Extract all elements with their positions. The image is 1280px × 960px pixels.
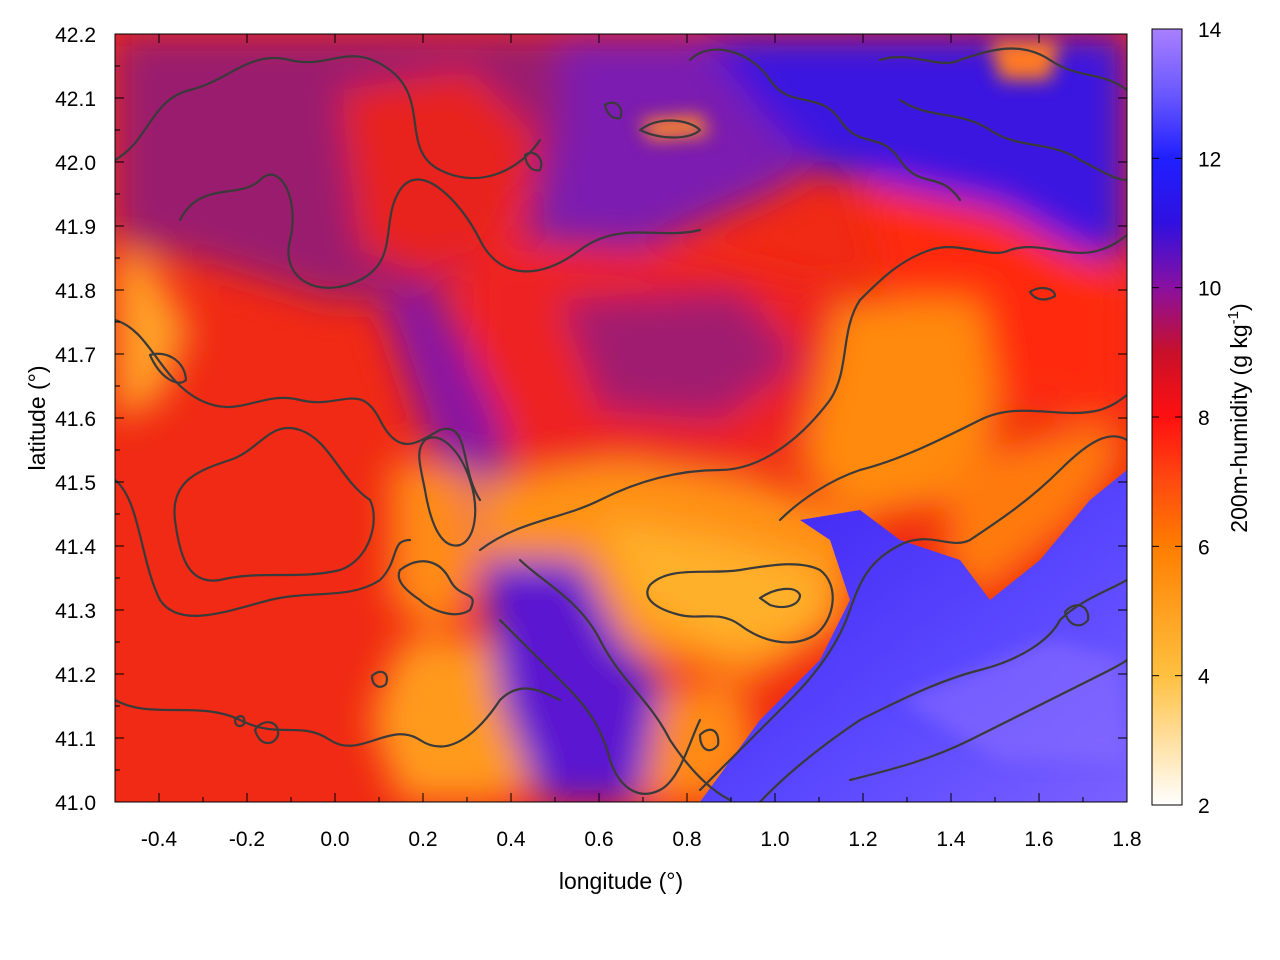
y-tick-label: 41.7	[55, 344, 96, 367]
contour-line	[778, 393, 1127, 522]
colorbar-tick-label: 2	[1198, 795, 1210, 818]
east-orange-region	[800, 300, 1000, 520]
contour-line	[173, 427, 375, 582]
contour-line	[1063, 604, 1090, 627]
contour-lines	[115, 47, 1127, 802]
contour-line	[698, 728, 720, 752]
x-tick-label: -0.2	[229, 828, 265, 851]
contour-line	[478, 298, 862, 552]
x-axis-title: longitude (°)	[559, 868, 683, 894]
x-tick-label: 0.4	[496, 828, 526, 851]
contour-line	[758, 587, 802, 609]
x-axis: -0.4 -0.2 0.0 0.2 0.4 0.6 0.8 1.0 1.2 1.4 1.6 1.8	[114, 34, 1142, 851]
colorbar-tick-label: 12	[1198, 148, 1221, 171]
contour-line	[758, 578, 1127, 802]
y-tick-label: 41.8	[55, 280, 96, 303]
contour-line	[518, 558, 732, 802]
colorbar-title-main: 200m-humidity (g kg	[1226, 324, 1252, 532]
contour-line	[603, 101, 623, 120]
humidity-field	[115, 34, 1127, 802]
colorbar-tick-label: 8	[1198, 407, 1210, 430]
y-tick-label: 42.1	[55, 88, 96, 111]
x-tick-label: 0.6	[584, 828, 613, 851]
colorbar-tick-label: 4	[1198, 666, 1210, 689]
west-yellow-edge	[115, 250, 190, 420]
colorbar-title: 200m-humidity (g kg-1)	[1225, 303, 1252, 532]
y-tick-label: 41.1	[55, 728, 96, 751]
y-tick-label: 41.4	[55, 536, 96, 559]
contour-line	[878, 47, 1127, 92]
ebro-delta-purple	[480, 560, 700, 802]
contour-line	[498, 618, 702, 795]
contour-line	[523, 151, 543, 172]
x-tick-label: 0.8	[672, 828, 701, 851]
contour-line	[370, 670, 388, 688]
colorbar-ticks: 2 4 6 8 10 12 14	[1152, 19, 1222, 818]
contour-line	[858, 233, 1127, 302]
x-tick-label: 0.2	[408, 828, 437, 851]
x-tick-label: 1.4	[936, 828, 966, 851]
x-tick-label: 1.2	[848, 828, 877, 851]
y-tick-label: 41.5	[55, 472, 96, 495]
contour-line	[253, 721, 280, 745]
y-axis-title: latitude (°)	[24, 365, 50, 470]
y-tick-label: 42.2	[55, 24, 96, 47]
north-east-red-edge	[860, 180, 1127, 420]
sea-light-patch	[900, 640, 1127, 760]
colorbar-tick-label: 6	[1198, 536, 1210, 559]
colorbar-tick-label: 10	[1198, 278, 1221, 301]
contour-line	[898, 98, 1127, 182]
y-tick-label: 41.0	[55, 792, 96, 815]
y-tick-label: 41.2	[55, 664, 96, 687]
contour-line	[397, 560, 474, 616]
contour-line	[115, 318, 482, 502]
north-east-orange-spot	[990, 40, 1060, 80]
coastal-yellow-core	[600, 520, 820, 650]
contour-line	[688, 48, 962, 202]
colorbar-tick-label: 14	[1198, 19, 1222, 42]
colorbar-title-close: )	[1226, 303, 1252, 311]
contour-line	[638, 119, 702, 139]
contour-line	[848, 658, 1127, 782]
contour-line	[698, 435, 1127, 792]
contour-line	[115, 687, 562, 748]
y-tick-label: 41.3	[55, 600, 96, 623]
colorbar: 2 4 6 8 10 12 14 200m-humidity (g kg-1)	[1151, 19, 1252, 818]
east-coast-orange	[940, 420, 1127, 600]
y-axis: 41.0 41.1 41.2 41.3 41.4 41.5 41.6 41.7 41.8 41.9…	[55, 24, 1127, 815]
central-purple-patch	[560, 290, 800, 420]
y-tick-label: 41.9	[55, 216, 96, 239]
contour-line	[233, 714, 246, 728]
x-tick-label: -0.4	[141, 828, 178, 851]
x-tick-label: 1.8	[1112, 828, 1141, 851]
diagonal-purple-valley	[380, 290, 520, 540]
contour-line	[1028, 286, 1057, 301]
x-tick-label: 1.6	[1024, 828, 1053, 851]
north-east-blue-region	[700, 34, 1127, 260]
contour-line	[148, 352, 188, 384]
contour-line	[115, 478, 412, 617]
contour-line	[646, 563, 834, 644]
colorbar-title-superscript: -1	[1225, 311, 1242, 324]
contour-line	[418, 436, 477, 547]
x-tick-label: 0.0	[320, 828, 349, 851]
x-tick-label: 1.0	[760, 828, 789, 851]
contour-line	[178, 173, 702, 289]
y-tick-label: 42.0	[55, 152, 96, 175]
contour-line	[115, 55, 542, 180]
y-tick-label: 41.6	[55, 408, 96, 431]
